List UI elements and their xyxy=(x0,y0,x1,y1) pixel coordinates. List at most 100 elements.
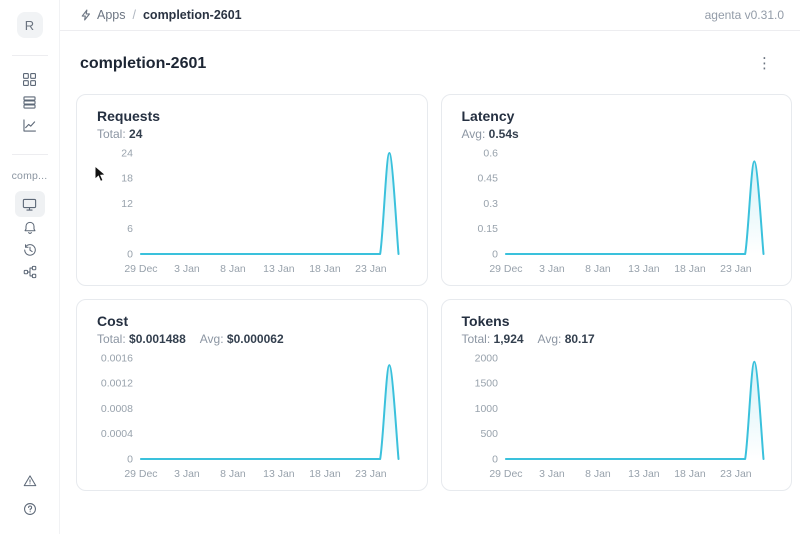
svg-text:0.45: 0.45 xyxy=(477,174,498,185)
stat-value: 80.17 xyxy=(564,332,595,346)
card-stats: Total: $0.001488 Avg: $0.000062 xyxy=(97,332,407,346)
card-tokens: Tokens Total: 1,924 Avg: 80.17 0 500 1000 15… xyxy=(440,299,792,491)
svg-text:23 Jan: 23 Jan xyxy=(355,469,387,480)
stat-label: Avg: xyxy=(537,332,565,346)
workspace-avatar[interactable]: R xyxy=(16,12,43,38)
sidebar-item-notifications[interactable] xyxy=(16,217,44,239)
requests-chart[interactable]: 0 6 12 18 24 29 Dec 3 Jan 8 Jan 13 Jan 18 Jan 23 J… xyxy=(97,146,407,280)
app-version: agenta v0.31.0 xyxy=(704,8,784,22)
sidebar-divider xyxy=(11,55,48,56)
sidebar-nav-app xyxy=(14,191,45,283)
page-title: completion-2601 xyxy=(80,54,207,72)
svg-text:0.0008: 0.0008 xyxy=(101,404,133,415)
svg-text:23 Jan: 23 Jan xyxy=(720,469,752,480)
tree-structure-icon xyxy=(23,265,36,279)
chart-line-icon xyxy=(23,119,37,132)
sidebar-divider xyxy=(11,154,48,155)
svg-text:18 Jan: 18 Jan xyxy=(309,264,341,275)
sidebar-nav-global xyxy=(16,68,44,137)
chart-stat: Total: $0.001488 xyxy=(97,332,186,346)
chart-stat: Total: 1,924 xyxy=(462,332,524,346)
tokens-chart[interactable]: 0 500 1000 1500 2000 29 Dec 3 Jan 8 Jan 13 Jan 18… xyxy=(462,351,772,485)
cost-chart[interactable]: 0 0.0004 0.0008 0.0012 0.0016 29 Dec 3 Jan 8 Ja… xyxy=(97,351,407,485)
svg-text:29 Dec: 29 Dec xyxy=(124,264,157,275)
svg-text:2000: 2000 xyxy=(474,353,497,364)
metrics-grid: Requests Total: 24 0 6 12 18 24 29 Dec 3 Jan 8 … xyxy=(60,73,800,501)
svg-text:6: 6 xyxy=(127,224,133,235)
stat-label: Total: xyxy=(461,332,494,346)
svg-text:13 Jan: 13 Jan xyxy=(628,264,660,275)
svg-text:23 Jan: 23 Jan xyxy=(720,264,752,275)
svg-text:18 Jan: 18 Jan xyxy=(309,469,341,480)
card-title: Requests xyxy=(97,108,161,124)
monitor-icon xyxy=(22,198,37,211)
svg-text:13 Jan: 13 Jan xyxy=(263,469,295,480)
stat-label: Avg: xyxy=(461,127,489,141)
sidebar-item-apps[interactable] xyxy=(16,68,44,91)
card-title: Tokens xyxy=(461,313,510,329)
kebab-menu-icon[interactable]: ⋮ xyxy=(757,55,772,72)
chart-stat: Avg: $0.000062 xyxy=(200,332,284,346)
card-title: Cost xyxy=(97,313,129,329)
svg-text:13 Jan: 13 Jan xyxy=(263,264,295,275)
chart-stat: Avg: 80.17 xyxy=(538,332,595,346)
svg-text:0.15: 0.15 xyxy=(477,224,498,235)
clock-history-icon xyxy=(23,244,36,256)
svg-text:1000: 1000 xyxy=(474,404,497,415)
card-stats: Avg: 0.54s xyxy=(462,127,772,141)
svg-text:0: 0 xyxy=(492,454,498,465)
sidebar: R xyxy=(0,0,60,534)
sidebar-item-overview[interactable] xyxy=(14,191,45,217)
svg-text:18: 18 xyxy=(121,174,133,185)
sidebar-item-observability[interactable] xyxy=(16,114,44,137)
main-area: Apps / completion-2601 agenta v0.31.0 co… xyxy=(60,0,800,534)
question-circle-icon xyxy=(23,502,36,515)
avatar-letter: R xyxy=(24,17,35,33)
card-stats: Total: 24 xyxy=(97,127,407,141)
alert-triangle-icon xyxy=(23,474,36,486)
stat-label: Avg: xyxy=(199,332,227,346)
grid-icon xyxy=(22,72,37,87)
svg-text:0.0012: 0.0012 xyxy=(101,379,133,390)
sidebar-item-workflows[interactable] xyxy=(16,261,44,283)
svg-text:0: 0 xyxy=(492,249,498,260)
sidebar-item-testsets[interactable] xyxy=(16,91,44,114)
svg-text:0.0004: 0.0004 xyxy=(101,429,133,440)
svg-text:8 Jan: 8 Jan xyxy=(585,264,611,275)
stat-value: 0.54s xyxy=(488,127,519,141)
stat-value: $0.000062 xyxy=(226,332,284,346)
card-latency: Latency Avg: 0.54s 0 0.15 0.3 0.45 0.6 29 Dec… xyxy=(440,94,792,286)
sidebar-item-help[interactable] xyxy=(16,497,44,520)
svg-text:12: 12 xyxy=(121,199,133,210)
svg-text:0: 0 xyxy=(127,249,133,260)
chart-stat: Total: 24 xyxy=(97,127,142,141)
bell-icon xyxy=(24,221,35,234)
app-name-label: comp... xyxy=(11,170,48,182)
breadcrumb-current: completion-2601 xyxy=(142,8,242,22)
stat-value: $0.001488 xyxy=(129,332,186,346)
breadcrumb-separator: / xyxy=(132,8,136,22)
svg-text:0: 0 xyxy=(127,454,133,465)
svg-text:0.3: 0.3 xyxy=(483,199,498,210)
breadcrumb-apps-label: Apps xyxy=(97,8,126,22)
svg-text:8 Jan: 8 Jan xyxy=(585,469,611,480)
top-bar: Apps / completion-2601 agenta v0.31.0 xyxy=(60,0,800,31)
sidebar-item-alerts[interactable] xyxy=(16,469,44,492)
latency-chart[interactable]: 0 0.15 0.3 0.45 0.6 29 Dec 3 Jan 8 Jan 13 Jan 18 … xyxy=(462,146,772,280)
svg-text:24: 24 xyxy=(121,148,133,159)
svg-text:29 Dec: 29 Dec xyxy=(489,264,522,275)
sidebar-bottom xyxy=(0,469,59,520)
svg-text:18 Jan: 18 Jan xyxy=(674,469,706,480)
stat-label: Total: xyxy=(97,332,130,346)
svg-text:1500: 1500 xyxy=(474,379,497,390)
card-cost: Cost Total: $0.001488 Avg: $0.000062 0 0.0… xyxy=(76,299,428,491)
svg-text:18 Jan: 18 Jan xyxy=(674,264,706,275)
svg-text:3 Jan: 3 Jan xyxy=(174,264,200,275)
chart-stat: Avg: 0.54s xyxy=(462,127,519,141)
sidebar-item-history[interactable] xyxy=(16,239,44,261)
rows-icon xyxy=(23,96,36,109)
svg-text:3 Jan: 3 Jan xyxy=(539,264,565,275)
breadcrumb-apps-link[interactable]: Apps xyxy=(80,8,126,22)
page-header: completion-2601 ⋮ xyxy=(60,31,800,73)
svg-text:0.0016: 0.0016 xyxy=(101,353,133,364)
